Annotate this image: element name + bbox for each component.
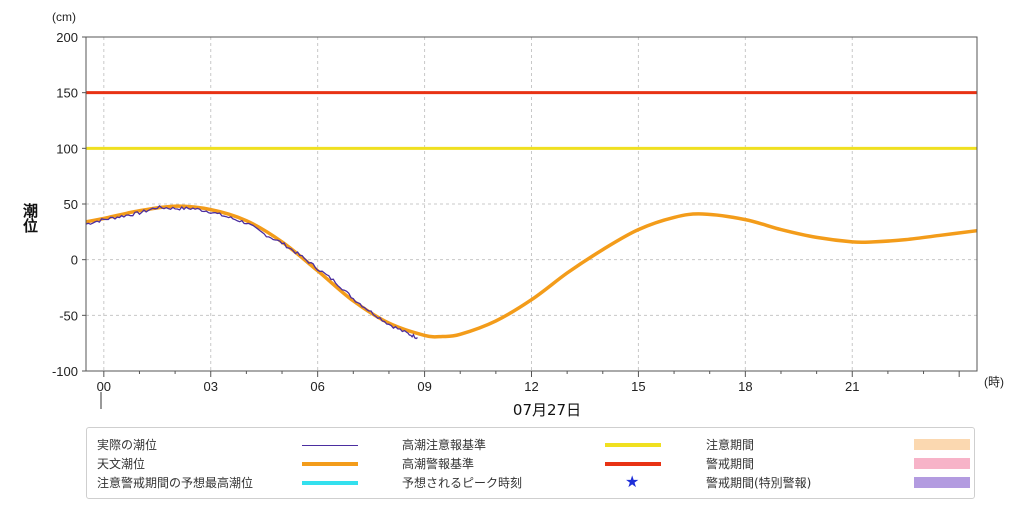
- legend-item: 高潮警報基準: [402, 455, 675, 473]
- legend-swatch-box: [914, 439, 970, 450]
- date-label: 07月27日: [513, 401, 581, 419]
- legend-swatch-line: [605, 443, 661, 447]
- legend-swatch-line: [605, 462, 661, 466]
- legend-label: 高潮警報基準: [402, 457, 475, 471]
- legend-label: 予想されるピーク時刻: [402, 476, 523, 490]
- legend-label: 警戒期間: [706, 457, 755, 471]
- legend-swatch-box: [914, 477, 970, 488]
- x-tick-label: 09: [417, 379, 431, 394]
- legend-item: 警戒期間: [706, 455, 978, 473]
- x-tick-label: 06: [310, 379, 324, 394]
- legend-label: 実際の潮位: [97, 438, 158, 452]
- legend-label: 天文潮位: [97, 457, 146, 471]
- legend-item: 天文潮位: [97, 455, 372, 473]
- legend-swatch-box: [914, 458, 970, 469]
- legend-item: 警戒期間(特別警報): [706, 474, 978, 492]
- series-group: [85, 204, 978, 340]
- y-axis-label: 潮位: [21, 202, 39, 233]
- x-tick-label: 00: [97, 379, 111, 394]
- x-tick-labels: 00 03 06 09 12 15 18 21: [97, 371, 960, 394]
- y-tick-label: -100: [52, 364, 78, 379]
- y-unit-label: (cm): [52, 10, 76, 24]
- y-tick-label: 50: [64, 197, 78, 212]
- y-tick-label: 150: [56, 86, 78, 101]
- y-tick-label: -50: [59, 308, 78, 323]
- x-tick-label: 03: [204, 379, 218, 394]
- star-icon: ★: [625, 472, 640, 491]
- series-line-astronomical-tide: [85, 204, 978, 339]
- series-line-actual-tide: [85, 204, 418, 340]
- x-unit-label: (時): [984, 375, 1004, 389]
- chart-grid: [86, 36, 977, 372]
- legend-label: 警戒期間(特別警報): [706, 476, 812, 490]
- legend-label: 注意期間: [706, 438, 755, 452]
- legend-item: 注意期間: [706, 436, 978, 454]
- x-tick-label: 12: [524, 379, 538, 394]
- y-tick-label: 200: [56, 30, 78, 45]
- legend-label: 注意警戒期間の予想最高潮位: [97, 476, 254, 490]
- threshold-lines: [86, 91, 977, 150]
- legend-item: 高潮注意報基準: [402, 436, 675, 454]
- x-tick-label: 15: [631, 379, 645, 394]
- legend: 実際の潮位 天文潮位 注意警戒期間の予想最高潮位 高潮注意報基準 高潮警報基準 予想される…: [86, 427, 975, 499]
- tide-chart: -100 -50 0 50 100 150 200 00 03 06 09 12 15 18 21 (cm…: [21, 10, 1004, 419]
- y-tick-label: 0: [71, 253, 78, 268]
- legend-label: 高潮注意報基準: [402, 438, 487, 452]
- legend-item: 予想されるピーク時刻 ★: [402, 472, 675, 492]
- legend-swatch-line: [302, 445, 358, 446]
- y-tick-labels: -100 -50 0 50 100 150 200: [52, 30, 86, 379]
- y-tick-label: 100: [56, 141, 78, 156]
- legend-swatch-line: [302, 462, 358, 466]
- legend-swatch-line: [302, 481, 358, 485]
- x-tick-label: 18: [738, 379, 752, 394]
- legend-item: 実際の潮位: [97, 436, 372, 454]
- x-tick-label: 21: [845, 379, 859, 394]
- legend-item: 注意警戒期間の予想最高潮位: [97, 474, 372, 492]
